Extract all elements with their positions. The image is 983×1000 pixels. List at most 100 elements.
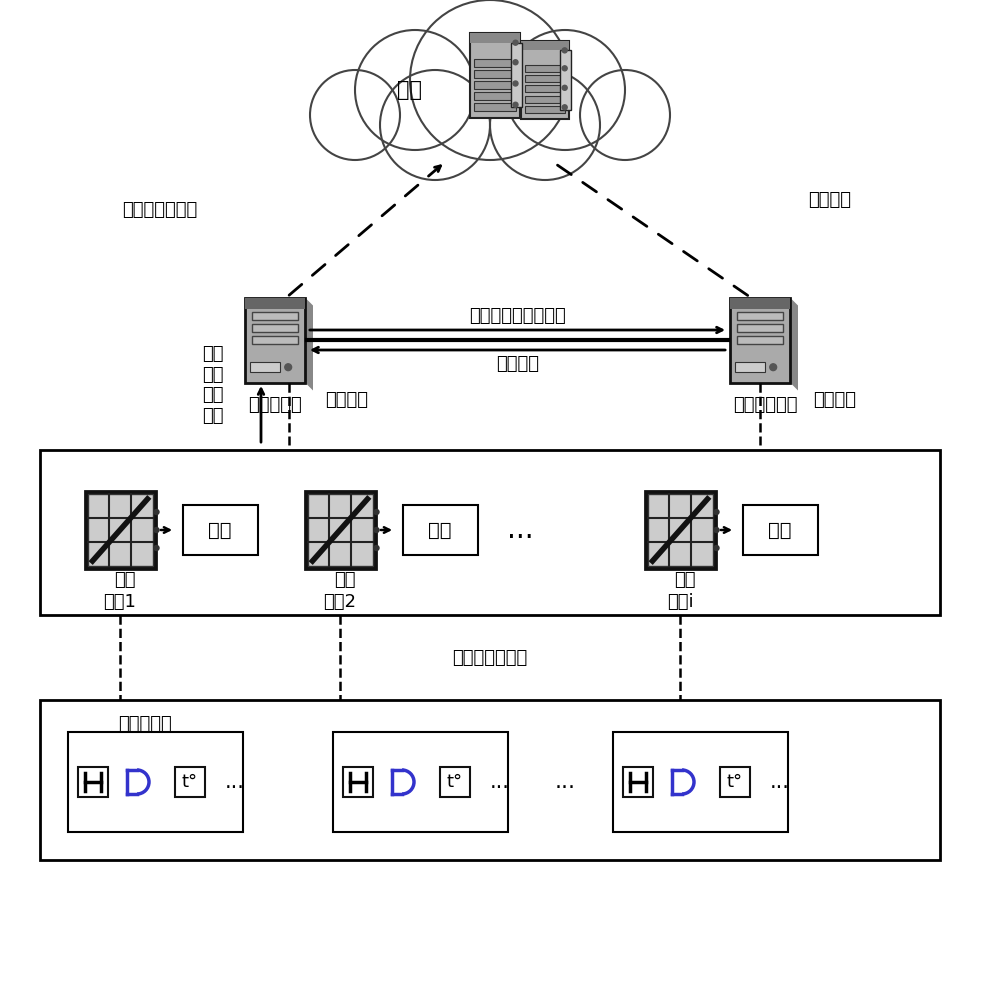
Bar <box>474 59 516 66</box>
Bar <box>250 362 280 372</box>
Circle shape <box>513 40 518 45</box>
Text: 卸载任务到云端: 卸载任务到云端 <box>122 201 198 219</box>
Bar <box>560 50 571 110</box>
Circle shape <box>410 0 570 160</box>
Circle shape <box>374 510 379 514</box>
Bar <box>470 32 520 43</box>
Text: 无线连接: 无线连接 <box>325 391 369 409</box>
Circle shape <box>154 546 159 550</box>
Circle shape <box>513 60 518 65</box>
Bar <box>402 505 478 555</box>
Bar <box>305 491 376 569</box>
Bar <box>521 41 569 50</box>
Bar <box>623 767 653 797</box>
Bar <box>440 767 470 797</box>
Bar <box>737 336 782 344</box>
Bar <box>474 103 516 111</box>
Bar <box>40 450 940 615</box>
Bar <box>245 298 305 382</box>
Bar <box>730 298 790 309</box>
Text: 终端2: 终端2 <box>323 593 357 611</box>
Bar <box>474 70 516 78</box>
Text: 无线连接: 无线连接 <box>814 391 856 409</box>
Polygon shape <box>305 298 313 390</box>
Bar <box>68 732 243 832</box>
Bar <box>525 85 565 92</box>
Bar <box>310 95 670 150</box>
Bar <box>175 767 205 797</box>
Bar <box>525 106 565 113</box>
Circle shape <box>374 528 379 532</box>
Circle shape <box>562 66 567 71</box>
Bar <box>308 494 373 566</box>
Text: 无线连接: 无线连接 <box>808 191 851 209</box>
Text: 任务: 任务 <box>769 520 791 540</box>
Text: ...: ... <box>506 516 534 544</box>
Circle shape <box>154 510 159 514</box>
Text: 终端i: 终端i <box>666 593 693 611</box>
Bar <box>474 92 516 100</box>
Text: 任务: 任务 <box>208 520 232 540</box>
Bar <box>253 312 298 320</box>
Bar <box>521 41 569 119</box>
Bar <box>735 362 765 372</box>
Text: 有线连接: 有线连接 <box>496 355 539 373</box>
Text: 云端: 云端 <box>397 80 423 100</box>
Text: t°: t° <box>182 773 198 791</box>
Text: 主边缘节点: 主边缘节点 <box>248 396 302 414</box>
Bar <box>253 324 298 332</box>
Bar <box>245 298 305 309</box>
Text: ...: ... <box>554 772 575 792</box>
Circle shape <box>562 48 567 53</box>
Circle shape <box>562 105 567 110</box>
Text: 上传
任务
到主
节点: 上传 任务 到主 节点 <box>202 345 224 425</box>
Bar <box>737 324 782 332</box>
Text: ...: ... <box>770 772 790 792</box>
Bar <box>737 312 782 320</box>
Circle shape <box>355 30 475 150</box>
Bar <box>332 732 507 832</box>
Bar <box>78 767 108 797</box>
Text: t°: t° <box>447 773 463 791</box>
Text: 生成: 生成 <box>334 571 356 589</box>
Bar <box>183 505 258 555</box>
Polygon shape <box>790 298 798 390</box>
Bar <box>40 700 940 860</box>
Bar <box>742 505 818 555</box>
Text: 生成: 生成 <box>114 571 136 589</box>
Text: t°: t° <box>727 773 743 791</box>
Circle shape <box>310 70 400 160</box>
Text: 任务: 任务 <box>429 520 452 540</box>
Circle shape <box>770 364 777 371</box>
Bar <box>645 491 716 569</box>
Text: 生成: 生成 <box>674 571 696 589</box>
Circle shape <box>714 546 719 550</box>
Bar <box>612 732 787 832</box>
Bar <box>470 32 520 117</box>
Bar <box>525 65 565 72</box>
Text: 短距离无线通信: 短距离无线通信 <box>452 649 528 667</box>
Circle shape <box>580 70 670 160</box>
Text: 终端1: 终端1 <box>103 593 137 611</box>
Circle shape <box>380 70 490 180</box>
Text: 辅助边缘节点: 辅助边缘节点 <box>732 396 797 414</box>
Bar <box>525 96 565 103</box>
Bar <box>343 767 373 797</box>
Bar <box>87 494 152 566</box>
Text: 传感器节点: 传感器节点 <box>118 715 172 733</box>
Text: 分配任务给辅助节点: 分配任务给辅助节点 <box>469 307 566 325</box>
Circle shape <box>374 546 379 550</box>
Circle shape <box>513 81 518 86</box>
Bar <box>85 491 155 569</box>
Circle shape <box>562 85 567 90</box>
Circle shape <box>505 30 625 150</box>
Bar <box>511 43 522 107</box>
Circle shape <box>490 70 600 180</box>
Bar <box>730 298 790 382</box>
Circle shape <box>714 510 719 514</box>
Circle shape <box>714 528 719 532</box>
Bar <box>474 81 516 89</box>
Bar <box>525 75 565 82</box>
Circle shape <box>285 364 292 371</box>
Bar <box>648 494 713 566</box>
